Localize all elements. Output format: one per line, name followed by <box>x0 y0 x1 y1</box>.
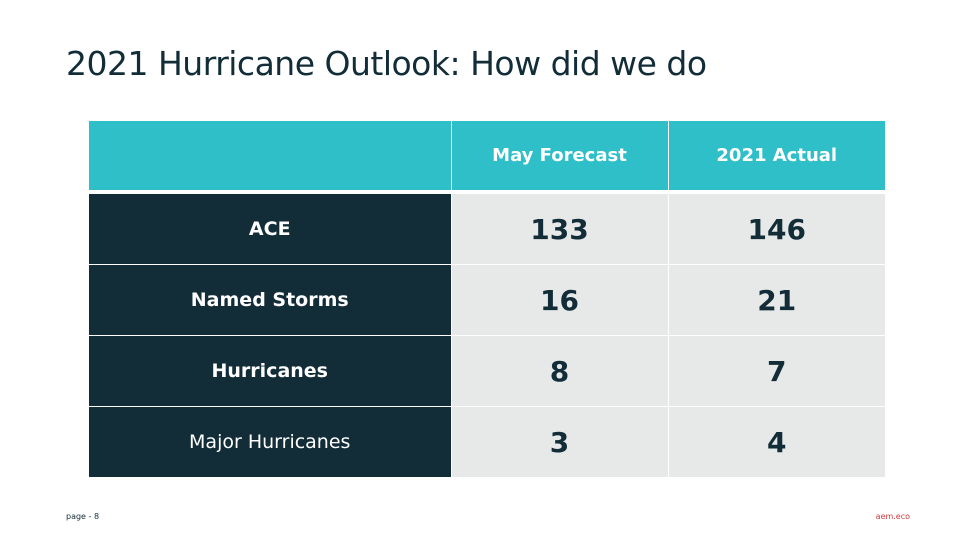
ace-actual-value: 146 <box>667 192 885 265</box>
page-number: page - 8 <box>66 512 100 521</box>
row-label-ace: ACE <box>89 192 451 265</box>
named-storms-forecast-value: 16 <box>450 264 668 336</box>
table-row: Major Hurricanes 3 4 <box>89 406 885 477</box>
header-2021-actual: 2021 Actual <box>667 121 885 192</box>
table-row: Hurricanes 8 7 <box>89 335 885 407</box>
slide-title: 2021 Hurricane Outlook: How did we do <box>66 44 707 83</box>
row-label-major-hurricanes: Major Hurricanes <box>89 406 451 477</box>
row-label-named-storms: Named Storms <box>89 264 451 336</box>
major-hurricanes-forecast-value: 3 <box>450 406 668 477</box>
named-storms-actual-value: 21 <box>667 264 885 336</box>
outlook-comparison-table: May Forecast 2021 Actual ACE 133 146 Nam… <box>89 121 885 477</box>
ace-forecast-value: 133 <box>450 192 668 265</box>
header-corner-cell <box>89 121 451 192</box>
table-header-row: May Forecast 2021 Actual <box>89 121 885 192</box>
table-row: ACE 133 146 <box>89 192 885 265</box>
hurricanes-actual-value: 7 <box>667 335 885 407</box>
major-hurricanes-actual-value: 4 <box>667 406 885 477</box>
hurricanes-forecast-value: 8 <box>450 335 668 407</box>
header-may-forecast: May Forecast <box>450 121 668 192</box>
row-label-hurricanes: Hurricanes <box>89 335 451 407</box>
brand-footer: aem.eco <box>875 512 910 521</box>
table-row: Named Storms 16 21 <box>89 264 885 336</box>
